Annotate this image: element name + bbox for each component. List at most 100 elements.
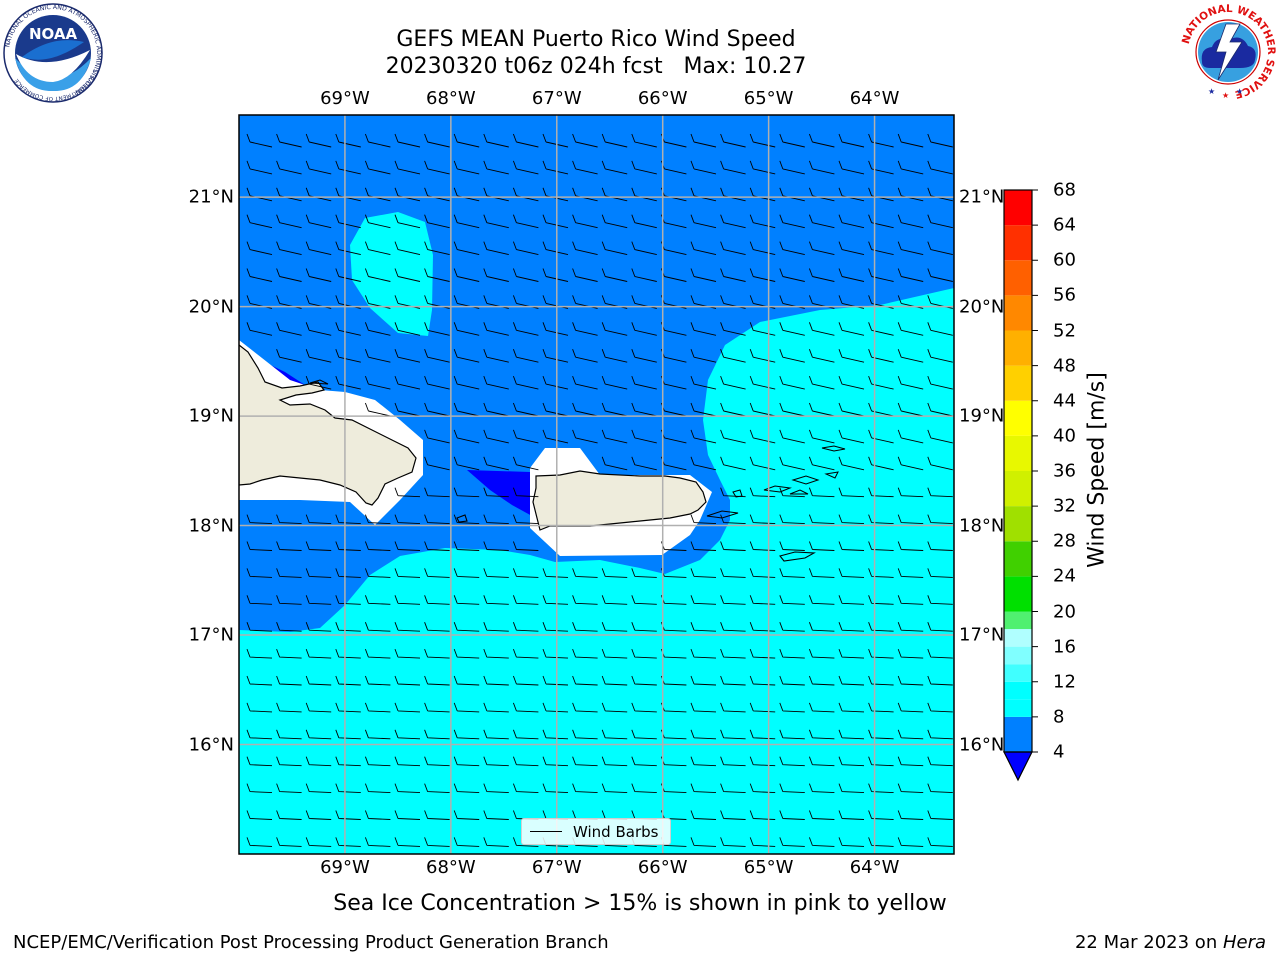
wind-barb — [631, 756, 657, 767]
wind-barb — [394, 810, 421, 820]
wind-barb — [246, 702, 273, 713]
wind-barb — [720, 375, 746, 390]
wind-barb — [749, 622, 776, 632]
colorbar-segment — [1004, 611, 1032, 630]
wind-barb — [897, 349, 924, 363]
wind-barb — [927, 241, 953, 256]
wind-barb — [601, 702, 628, 713]
wind-barb — [424, 595, 450, 605]
wind-barb — [394, 783, 421, 794]
wind-barb — [720, 675, 746, 686]
lon-label-bottom: 66°W — [637, 857, 688, 878]
wind-barb — [453, 322, 480, 336]
wind-barb — [424, 402, 450, 417]
wind-barb — [808, 729, 835, 740]
wind-barb — [690, 349, 717, 363]
wind-barb — [601, 160, 628, 175]
wind-barb — [483, 268, 509, 282]
colorbar-tick-label: 52 — [1053, 320, 1076, 341]
wind-barb — [749, 487, 776, 498]
wind-barb — [838, 402, 865, 417]
wind-barb — [453, 241, 480, 256]
wind-barb — [394, 541, 421, 551]
wind-barb — [305, 160, 332, 175]
wind-barb — [453, 541, 480, 551]
wind-barb — [927, 810, 953, 820]
wind-barb — [424, 648, 450, 659]
wind-barb — [631, 648, 657, 659]
wind-barb — [631, 568, 657, 578]
wind-barb — [305, 783, 332, 794]
wind-barb — [601, 349, 628, 363]
wind-barb — [690, 783, 717, 794]
wind-field-light-north — [350, 212, 433, 336]
wind-barb — [276, 322, 302, 336]
wind-barb — [483, 487, 509, 498]
wind-barb — [897, 568, 924, 578]
wind-barb — [720, 322, 746, 336]
wind-barb — [720, 349, 746, 363]
wind-barb — [927, 214, 953, 229]
wind-barb — [779, 622, 805, 632]
virgin-islands-3 — [789, 489, 809, 495]
wind-barb — [927, 268, 953, 282]
wind-barb — [424, 675, 450, 686]
wind-barb — [838, 622, 865, 632]
lon-label-bottom: 69°W — [320, 857, 370, 878]
colorbar-tick-label: 40 — [1053, 425, 1076, 447]
lat-label-right: 19°N — [959, 405, 1005, 427]
footer-date-text: 22 Mar 2023 on — [1074, 932, 1223, 953]
wind-barb — [749, 648, 776, 659]
wind-barb — [631, 595, 657, 605]
wind-barb — [690, 702, 717, 713]
lat-label-left: 20°N — [188, 296, 234, 318]
wind-barb — [808, 756, 835, 767]
wind-barb — [897, 241, 924, 256]
wind-barb — [838, 268, 865, 282]
wind-barb — [749, 541, 776, 551]
lat-label-left: 21°N — [188, 186, 234, 208]
wind-barb — [838, 675, 865, 686]
wind-barb — [483, 648, 509, 659]
wind-barb — [601, 241, 628, 256]
wind-barb — [749, 402, 776, 417]
wind-barb — [276, 729, 302, 740]
wind-barb — [927, 402, 953, 417]
wind-barb — [897, 648, 924, 659]
lat-label-left: 18°N — [188, 515, 234, 537]
wind-barb — [690, 268, 717, 282]
colorbar-tick-label: 28 — [1053, 530, 1076, 552]
wind-barb — [364, 810, 391, 820]
wind-barb — [631, 160, 657, 175]
wind-barb — [394, 322, 421, 336]
wind-barb — [512, 702, 539, 713]
mona-island — [456, 514, 468, 523]
wind-barb — [690, 133, 717, 148]
wind-barb — [690, 456, 717, 471]
wind-barb — [720, 487, 746, 498]
wind-barb — [394, 729, 421, 740]
wind-barb — [305, 375, 332, 390]
wind-barb — [453, 456, 480, 471]
colorbar-segment — [1004, 681, 1032, 700]
wind-barb — [779, 783, 805, 794]
wind-barb — [305, 702, 332, 713]
lon-label-top: 68°W — [425, 88, 476, 109]
wind-barb — [424, 214, 450, 229]
wind-barb — [424, 568, 450, 578]
wind-barb — [720, 160, 746, 175]
wind-barb — [779, 214, 805, 229]
wind-barb — [335, 268, 361, 282]
wind-barb — [276, 648, 302, 659]
wind-barb — [246, 622, 273, 632]
wind-barb — [720, 756, 746, 767]
wind-barb — [749, 783, 776, 794]
colorbar-segment — [1004, 541, 1032, 577]
wind-barb — [512, 322, 539, 336]
lon-label-top: 67°W — [531, 88, 582, 109]
wind-barb — [572, 214, 598, 229]
wind-barb — [927, 541, 953, 551]
wind-barb — [572, 349, 598, 363]
wind-barbs — [246, 133, 953, 847]
wind-barb — [364, 729, 391, 740]
